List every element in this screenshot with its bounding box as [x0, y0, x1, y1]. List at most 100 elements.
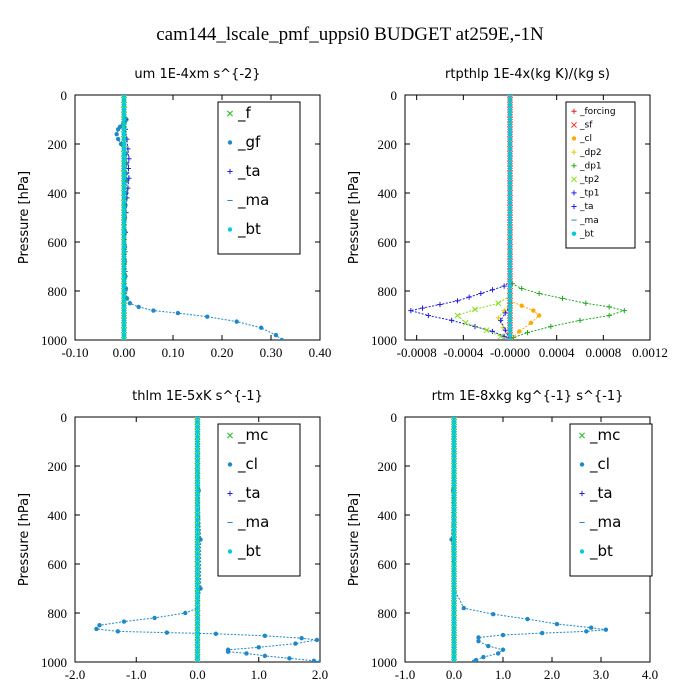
legend-entry-bt: _bt	[227, 542, 261, 561]
y-tick-label: 200	[378, 137, 398, 152]
legend-label: _bt	[237, 220, 261, 239]
legend-label: _cl	[579, 134, 592, 144]
legend-entry-cl: _cl	[227, 455, 258, 474]
legend-label: _cl	[589, 455, 610, 474]
legend-entry-ma: _ma	[227, 513, 269, 532]
y-tick-label: 0	[61, 410, 68, 425]
y-axis-label: Pressure [hPa]	[17, 171, 32, 264]
plot-frame	[74, 94, 321, 341]
y-tick-label: 1000	[371, 655, 397, 670]
legend-label: _bt	[579, 229, 594, 239]
legend: _forcing _sf _cl _dp2 _dp1 _tp2 _tp1 _ta _ma _bt	[565, 101, 636, 249]
x-tick-label: -0.0004	[443, 345, 484, 360]
legend-entry-tp2: _tp2	[571, 175, 599, 185]
legend-entry-mc: _mc	[579, 426, 620, 445]
legend-label: _mc	[589, 426, 620, 445]
legend-label: _ma	[579, 216, 599, 226]
y-tick-label: 400	[48, 186, 68, 201]
legend-label: _sf	[579, 121, 593, 131]
legend-entry-bt: _bt	[571, 229, 594, 239]
y-tick-label: 400	[378, 508, 398, 523]
legend-entry-dp1: _dp1	[571, 161, 602, 171]
y-tick-label: 200	[48, 137, 68, 152]
x-tick-label: 1.0	[495, 667, 511, 682]
panel-3: thlm 1E-5xK s^{-1} Pressure [hPa] -2.0 -1.0…	[17, 389, 328, 682]
legend-label: _cl	[237, 455, 258, 474]
series-group	[449, 417, 609, 662]
y-axis-label: Pressure [hPa]	[347, 493, 362, 586]
y-tick-label: 600	[48, 235, 68, 250]
y-axis-label: Pressure [hPa]	[347, 171, 362, 264]
series-bt	[507, 95, 513, 340]
legend-label: _dp2	[579, 148, 602, 158]
legend-entry-sf: _sf	[571, 121, 593, 131]
y-tick-label: 200	[48, 459, 68, 474]
x-tick-label: 3.0	[593, 667, 609, 682]
legend-entry-gf: _gf	[227, 133, 261, 152]
legend-entry-ma: _ma	[579, 513, 621, 532]
series-bt	[195, 417, 200, 662]
legend-label: _ma	[589, 513, 621, 532]
legend-label: _bt	[589, 542, 613, 561]
legend-label: _ta	[589, 484, 613, 503]
y-tick-label: 600	[378, 557, 398, 572]
x-tick-label: 0.10	[162, 345, 185, 360]
panel-2: rtpthlp 1E-4x(kg K)/(kg s) Pressure [hPa]…	[347, 67, 668, 360]
series-group	[94, 417, 320, 662]
x-tick-label: 0.00	[113, 345, 136, 360]
x-tick-label: -2.0	[65, 667, 86, 682]
legend-label: _ma	[237, 513, 269, 532]
x-tick-label: 0.0008	[585, 345, 621, 360]
legend-entry-ta: _ta	[227, 484, 261, 503]
legend-entry-ma: _ma	[571, 216, 599, 226]
y-tick-label: 0	[391, 410, 398, 425]
legend: _f _gf _ta _ma _bt	[217, 101, 301, 255]
x-tick-label: 0.30	[260, 345, 283, 360]
legend-entry-bt: _bt	[579, 542, 613, 561]
series-group	[114, 95, 284, 340]
x-tick-label: -0.0008	[397, 345, 437, 360]
series-group	[408, 95, 627, 340]
legend-entry-ta: _ta	[579, 484, 613, 503]
legend: _mc _cl _ta _ma _bt	[569, 423, 653, 577]
legend-label: _bt	[237, 542, 261, 561]
series-bt	[451, 417, 457, 662]
legend-entry-ta: _ta	[571, 202, 594, 212]
legend-entry-cl: _cl	[571, 134, 592, 144]
legend-entry-forcing: _forcing	[571, 107, 616, 117]
legend-label: _mc	[237, 426, 268, 445]
y-tick-label: 600	[378, 235, 398, 250]
legend-label: _gf	[237, 133, 261, 152]
y-tick-label: 800	[48, 606, 68, 621]
legend-entry-bt: _bt	[227, 220, 261, 239]
y-axis-label: Pressure [hPa]	[17, 493, 32, 586]
x-tick-label: 2.0	[544, 667, 560, 682]
y-tick-label: 0	[391, 88, 398, 103]
x-tick-label: -0.10	[61, 345, 88, 360]
legend-entry-tp1: _tp1	[571, 189, 599, 199]
series-dp1	[507, 273, 627, 340]
legend-label: _tp1	[579, 189, 599, 199]
y-tick-label: 800	[378, 606, 398, 621]
y-tick-label: 600	[48, 557, 68, 572]
y-tick-label: 400	[378, 186, 398, 201]
y-tick-label: 1000	[371, 333, 397, 348]
y-tick-label: 0	[61, 88, 68, 103]
x-tick-label: 0.0004	[539, 345, 575, 360]
y-tick-label: 1000	[41, 655, 67, 670]
x-tick-label: 1.0	[251, 667, 267, 682]
legend-entry-cl: _cl	[579, 455, 610, 474]
panel-1: um 1E-4xm s^{-2} Pressure [hPa] -0.10 0.00 0…	[17, 67, 331, 360]
x-tick-label: 0.0	[189, 667, 205, 682]
y-tick-label: 400	[48, 508, 68, 523]
plot-frame	[404, 94, 651, 341]
legend-label: _ta	[237, 484, 261, 503]
figure-title: cam144_lscale_pmf_uppsi0 BUDGET at259E,-…	[156, 24, 544, 45]
x-tick-label: 0.0	[446, 667, 462, 682]
x-tick-label: 0.40	[309, 345, 332, 360]
series-ta	[408, 278, 513, 340]
legend-label: _ta	[237, 162, 261, 181]
legend-label: _dp1	[579, 161, 602, 171]
panel-title: rtm 1E-8xkg kg^{-1} s^{-1}	[432, 389, 624, 404]
